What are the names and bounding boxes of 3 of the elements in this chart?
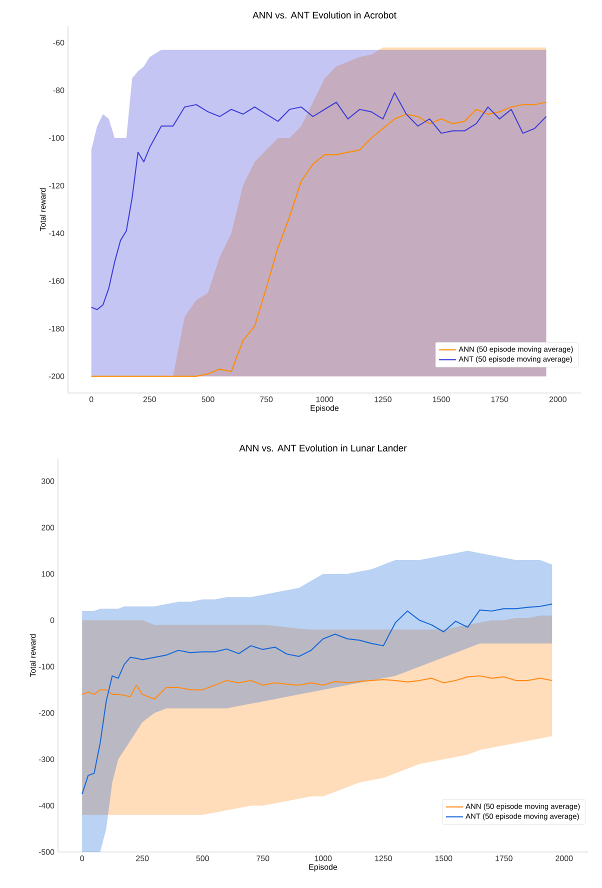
line-series <box>90 92 547 310</box>
chart-title: ANN vs. ANT Evolution in Acrobot <box>252 12 396 18</box>
chart-title: ANN vs. ANT Evolution in Lunar Lander <box>239 444 407 452</box>
